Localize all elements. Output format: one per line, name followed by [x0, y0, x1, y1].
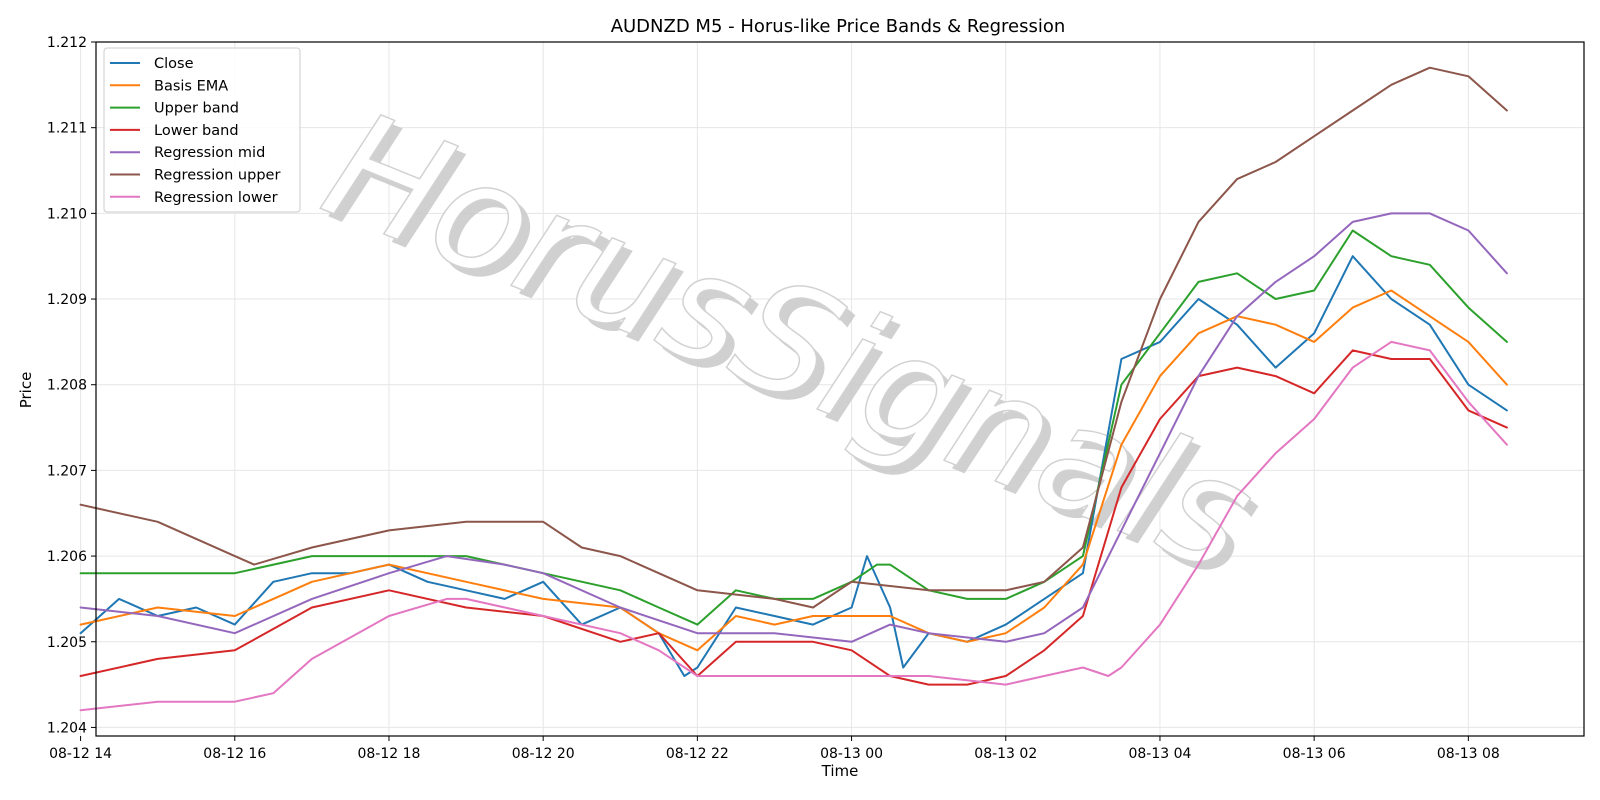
y-tick-label: 1.211: [47, 121, 87, 137]
series-lines: [79, 66, 1508, 712]
legend-label: Basis EMA: [154, 78, 228, 94]
legend-label: Lower band: [154, 123, 239, 139]
y-tick-label: 1.207: [47, 463, 87, 479]
y-axis-label: Price: [17, 372, 35, 409]
legend-label: Upper band: [154, 101, 239, 117]
y-tick-label: 1.210: [47, 206, 87, 222]
series-line-close: [79, 255, 1508, 677]
x-tick-label: 08-13 04: [1128, 746, 1191, 762]
legend-box: [103, 47, 301, 213]
x-tick-label: 08-12 16: [203, 746, 266, 762]
y-tick-label: 1.205: [47, 635, 87, 651]
x-tick-label: 08-12 14: [49, 746, 112, 762]
y-tick-label: 1.212: [47, 35, 87, 51]
plot-frame: [95, 41, 1585, 737]
y-tick-label: 1.209: [47, 292, 87, 308]
series-line-regression-upper: [79, 66, 1508, 609]
x-tick-label: 08-13 00: [820, 746, 883, 762]
legend-label: Close: [154, 56, 194, 72]
series-line-lower-band: [79, 349, 1508, 686]
x-tick-label: 08-13 06: [1283, 746, 1346, 762]
legend: Close Basis EMA Upper band Lower band Regres…: [103, 47, 301, 213]
x-tick-label: 08-13 08: [1437, 746, 1500, 762]
legend-label: Regression lower: [154, 190, 278, 206]
x-tick-label: 08-12 18: [357, 746, 420, 762]
chart-title: AUDNZD M5 - Horus-like Price Bands & Reg…: [611, 16, 1066, 37]
series-line-regression-lower: [79, 340, 1508, 712]
y-axis: 1.204 1.205 1.206 1.207 1.208 1.209 1.210 1.211…: [47, 35, 96, 736]
x-tick-label: 08-12 22: [666, 746, 729, 762]
y-tick-label: 1.206: [47, 549, 87, 565]
x-axis: 08-12 14 08-12 16 08-12 18 08-12 20 08-12 22…: [49, 736, 1500, 762]
legend-label: Regression mid: [154, 145, 265, 161]
x-tick-label: 08-13 02: [974, 746, 1037, 762]
series-line-upper-band: [79, 229, 1508, 626]
x-axis-label: Time: [821, 762, 859, 780]
legend-label: Regression upper: [154, 168, 280, 184]
y-tick-label: 1.204: [47, 720, 87, 736]
series-line-regression-mid: [79, 212, 1508, 643]
y-tick-label: 1.208: [47, 378, 87, 394]
x-tick-label: 08-12 20: [512, 746, 575, 762]
